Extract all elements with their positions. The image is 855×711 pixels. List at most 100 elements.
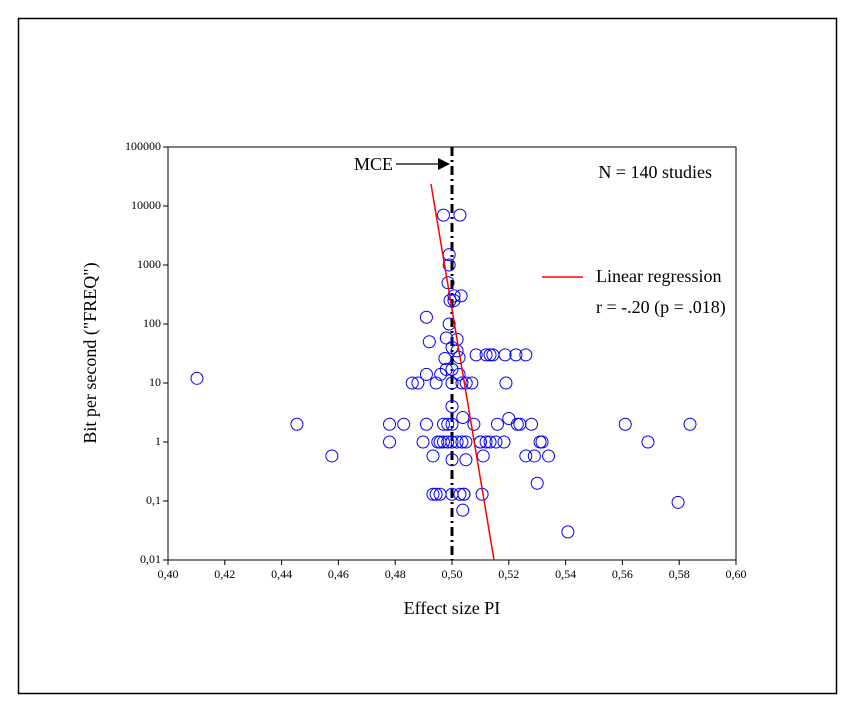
point xyxy=(431,435,445,449)
point xyxy=(453,487,467,501)
regression-line xyxy=(430,183,495,561)
point xyxy=(450,344,464,358)
legend-note: r = -.20 (p = .018) xyxy=(596,297,726,318)
point xyxy=(438,352,452,366)
point xyxy=(325,449,339,463)
y-tick-label: 100000 xyxy=(125,139,161,153)
point xyxy=(519,449,533,463)
x-tick-label: 0,56 xyxy=(612,567,633,581)
point xyxy=(469,348,483,362)
point xyxy=(426,449,440,463)
point xyxy=(419,367,433,381)
y-tick-label: 1000 xyxy=(137,257,161,271)
point xyxy=(436,208,450,222)
x-tick-label: 0,58 xyxy=(669,567,690,581)
point xyxy=(535,435,549,449)
point xyxy=(519,348,533,362)
point xyxy=(454,289,468,303)
point xyxy=(419,417,433,431)
point xyxy=(525,417,539,431)
x-axis-label: Effect size PI xyxy=(404,598,501,618)
point xyxy=(290,417,304,431)
point xyxy=(459,435,473,449)
point xyxy=(456,411,470,425)
point xyxy=(383,417,397,431)
point xyxy=(489,435,503,449)
point xyxy=(510,417,524,431)
point xyxy=(445,362,459,376)
point xyxy=(530,476,544,490)
point xyxy=(459,453,473,467)
point xyxy=(465,376,479,390)
x-tick-label: 0,48 xyxy=(385,567,406,581)
point xyxy=(397,417,411,431)
point xyxy=(439,331,453,345)
point xyxy=(476,449,490,463)
y-tick-label: 10000 xyxy=(131,198,161,212)
point xyxy=(618,417,632,431)
y-tick-label: 1 xyxy=(155,434,161,448)
mce-label: MCE xyxy=(354,154,393,174)
x-tick-label: 0,50 xyxy=(442,567,463,581)
point xyxy=(479,348,493,362)
point xyxy=(436,435,450,449)
x-tick-label: 0,60 xyxy=(726,567,747,581)
point xyxy=(426,487,440,501)
point xyxy=(419,310,433,324)
point xyxy=(445,453,459,467)
point xyxy=(445,435,459,449)
point xyxy=(483,348,497,362)
legend-label: Linear regression xyxy=(596,266,721,286)
x-tick-label: 0,54 xyxy=(555,567,576,581)
point xyxy=(429,487,443,501)
point xyxy=(509,348,523,362)
y-axis-label: Bit per second ("FREQ") xyxy=(80,262,101,443)
point xyxy=(190,371,204,385)
annotation: N = 140 studies xyxy=(598,162,712,182)
y-tick-label: 0,01 xyxy=(140,552,161,566)
x-tick-label: 0,42 xyxy=(214,567,235,581)
point xyxy=(429,376,443,390)
point xyxy=(447,294,461,308)
x-tick-label: 0,40 xyxy=(158,567,179,581)
point xyxy=(513,417,527,431)
point xyxy=(452,367,466,381)
point xyxy=(441,435,455,449)
point xyxy=(405,376,419,390)
point xyxy=(486,348,500,362)
y-tick-label: 0,1 xyxy=(146,493,161,507)
x-tick-label: 0,44 xyxy=(271,567,292,581)
point xyxy=(436,417,450,431)
y-tick-label: 100 xyxy=(143,316,161,330)
point xyxy=(641,435,655,449)
point xyxy=(483,435,497,449)
x-tick-label: 0,46 xyxy=(328,567,349,581)
point xyxy=(527,449,541,463)
point xyxy=(671,495,685,509)
point xyxy=(497,435,511,449)
point xyxy=(455,435,469,449)
x-tick-label: 0,52 xyxy=(498,567,519,581)
point xyxy=(683,417,697,431)
point xyxy=(445,376,459,390)
point xyxy=(383,435,397,449)
point xyxy=(455,376,469,390)
point xyxy=(450,435,464,449)
point xyxy=(445,399,459,413)
point xyxy=(411,376,425,390)
point xyxy=(453,208,467,222)
point xyxy=(499,376,513,390)
point xyxy=(416,435,430,449)
point xyxy=(439,362,453,376)
point xyxy=(498,348,512,362)
point xyxy=(467,417,481,431)
point xyxy=(479,435,493,449)
point xyxy=(445,417,459,431)
y-tick-label: 10 xyxy=(149,375,161,389)
point xyxy=(490,417,504,431)
point xyxy=(442,258,456,272)
frame xyxy=(17,17,838,695)
point xyxy=(502,412,516,426)
